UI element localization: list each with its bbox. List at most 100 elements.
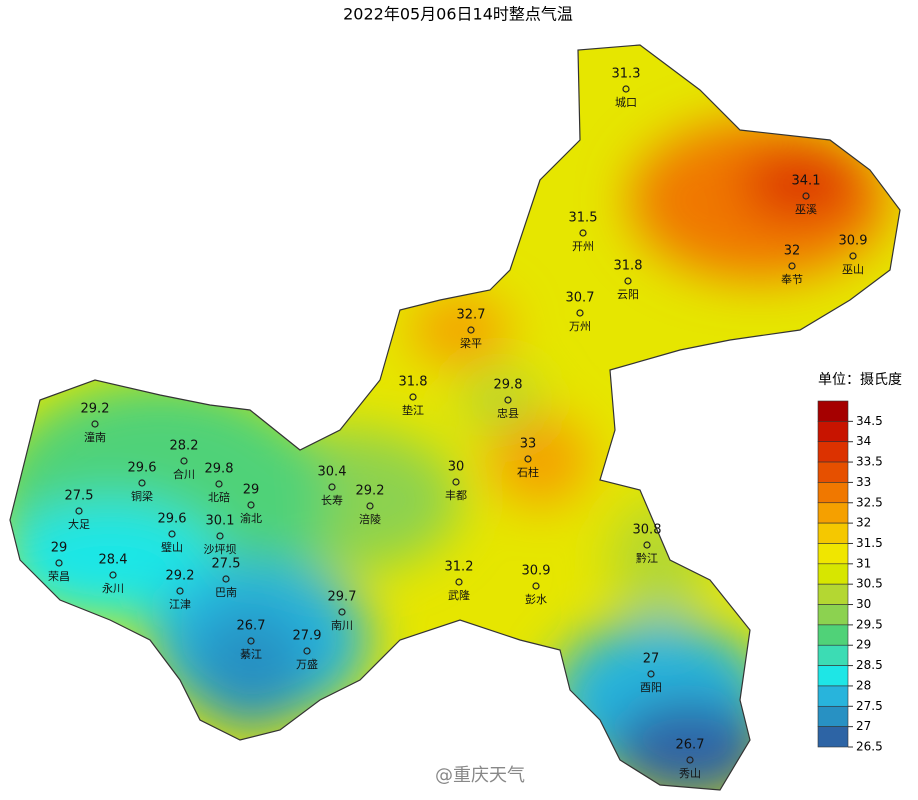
station-dot <box>168 530 176 538</box>
station-value: 29.2 <box>166 569 195 584</box>
station-dot <box>647 670 655 678</box>
legend-swatch <box>817 685 849 707</box>
station-value: 29.6 <box>158 512 187 527</box>
station-name: 石柱 <box>517 465 539 479</box>
legend-tick-label: 31.5 <box>856 536 883 550</box>
legend-tick-label: 27.5 <box>856 699 883 713</box>
station-value: 29 <box>51 541 68 556</box>
legend-tick-label: 29.5 <box>856 617 883 631</box>
station-dot <box>686 756 694 764</box>
station-name: 忠县 <box>497 407 519 420</box>
legend-tick-label: 29 <box>856 638 871 652</box>
station-dot <box>338 608 346 616</box>
station-value: 31.2 <box>445 560 474 575</box>
station-value: 30.7 <box>566 291 595 306</box>
station-dot <box>504 396 512 404</box>
legend-tick-label: 32.5 <box>856 495 883 509</box>
station-dot <box>303 647 311 655</box>
station-name: 梁平 <box>460 336 482 350</box>
station-value: 29.8 <box>205 462 234 477</box>
station-dot <box>802 192 810 200</box>
legend-tick-label: 34.5 <box>856 414 883 428</box>
legend-tick-label: 28.5 <box>856 658 883 672</box>
legend-tick-label: 33.5 <box>856 455 883 469</box>
legend-swatch <box>817 583 849 605</box>
station-name: 合川 <box>173 467 195 481</box>
station-dot <box>215 480 223 488</box>
legend-swatch <box>817 502 849 524</box>
station-dot <box>467 326 475 334</box>
station-value: 30.4 <box>318 465 347 480</box>
legend-swatch <box>817 604 849 626</box>
legend-swatch <box>817 522 849 544</box>
station-dot <box>452 478 460 486</box>
station-dot <box>55 559 63 567</box>
station-value: 34.1 <box>792 174 821 189</box>
station-value: 30.9 <box>522 564 551 579</box>
legend-swatch <box>817 624 849 646</box>
station-name: 彭水 <box>525 592 547 606</box>
station-dot <box>180 457 188 465</box>
legend-swatch <box>817 461 849 483</box>
station-name: 丰都 <box>445 489 467 502</box>
station-value: 29 <box>243 483 260 498</box>
station-name: 北碚 <box>208 490 230 504</box>
legend-swatch <box>817 543 849 565</box>
station-name: 长寿 <box>321 493 343 507</box>
station-value: 29.2 <box>356 484 385 499</box>
station-value: 27.9 <box>293 629 322 644</box>
station-dot <box>109 571 117 579</box>
station-name: 璧山 <box>161 540 183 554</box>
station-name: 南川 <box>331 619 353 632</box>
station-name: 万州 <box>569 320 591 333</box>
station-name: 黔江 <box>636 551 658 565</box>
station-name: 铜梁 <box>131 489 153 503</box>
station-dot <box>138 479 146 487</box>
station-dot <box>247 501 255 509</box>
legend-tick-label: 27 <box>856 719 871 733</box>
station-name: 渝北 <box>240 511 262 525</box>
station-dot <box>216 532 224 540</box>
legend-tick-label: 32 <box>856 516 871 530</box>
station-value: 26.7 <box>237 619 266 634</box>
watermark: @重庆天气 <box>435 765 525 786</box>
station-name: 城口 <box>615 96 637 109</box>
station-dot <box>576 309 584 317</box>
station-name: 巴南 <box>215 586 237 599</box>
station-dot <box>176 587 184 595</box>
legend-title: 单位：摄氏度 <box>818 372 902 388</box>
legend-swatch <box>817 726 849 748</box>
station-value: 32 <box>784 244 801 259</box>
station-dot <box>409 393 417 401</box>
station-name: 江津 <box>169 598 191 611</box>
station-value: 27.5 <box>65 489 94 504</box>
station-value: 33 <box>520 437 537 452</box>
station-dot <box>643 541 651 549</box>
legend-tick-label: 30 <box>856 597 871 611</box>
station-dot <box>624 277 632 285</box>
station-dot <box>366 502 374 510</box>
station-name: 武隆 <box>448 588 470 602</box>
station-value: 31.8 <box>614 259 643 274</box>
station-dot <box>247 637 255 645</box>
station-name: 大足 <box>68 517 90 531</box>
station-dot <box>532 582 540 590</box>
station-name: 秀山 <box>679 767 701 780</box>
station-value: 27.5 <box>212 557 241 572</box>
station-value: 29.2 <box>81 402 110 417</box>
legend-tick-label: 28 <box>856 678 871 692</box>
station-dot <box>788 262 796 270</box>
station-name: 荣昌 <box>48 570 70 583</box>
legend-swatch <box>817 400 849 422</box>
station-dot <box>91 420 99 428</box>
station-name: 巫山 <box>842 263 864 276</box>
title: 2022年05月06日14时整点气温 <box>343 5 573 24</box>
legend-tick-label: 34 <box>856 434 871 448</box>
station-value: 32.7 <box>457 308 486 323</box>
legend-swatch <box>817 665 849 687</box>
station-name: 云阳 <box>617 288 639 301</box>
station-value: 30 <box>448 460 465 475</box>
legend-tick-label: 31 <box>856 556 871 570</box>
